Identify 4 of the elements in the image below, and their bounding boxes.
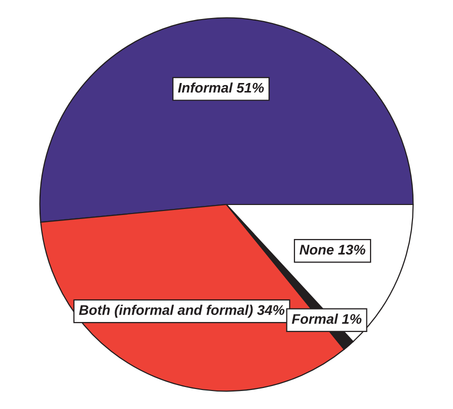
slice-label: Formal 1% <box>292 314 362 324</box>
slice-label: Both (informal and formal) 34% <box>79 304 284 318</box>
slice-label: Informal 51% <box>178 82 264 93</box>
slice-label: None 13% <box>300 244 366 255</box>
